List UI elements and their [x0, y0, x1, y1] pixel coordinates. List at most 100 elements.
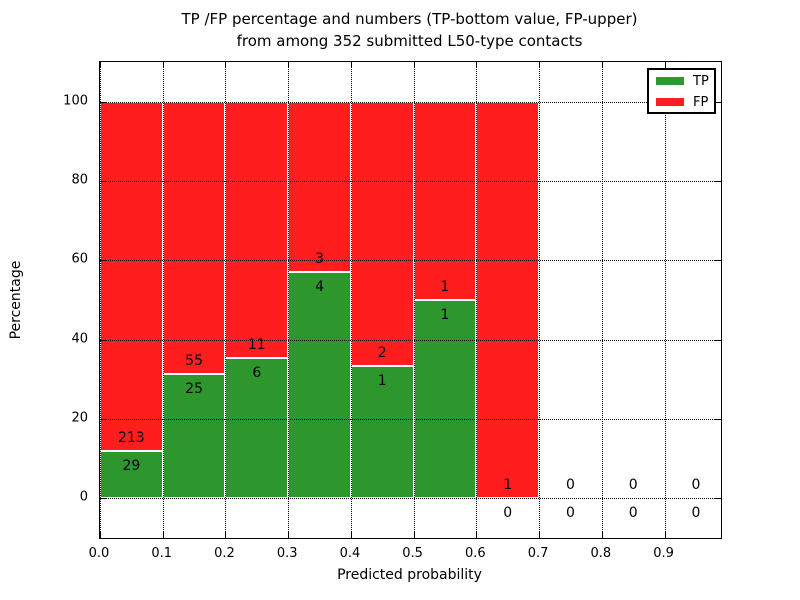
y-tick-right	[715, 101, 721, 103]
fp-red-swatch-icon	[656, 98, 684, 106]
x-gridline-0.3	[288, 62, 290, 538]
x-tick-label-0.1: 0.1	[151, 546, 173, 561]
x-tick-label-0.6: 0.6	[465, 546, 486, 561]
grid-layer	[100, 62, 721, 538]
bars-layer	[100, 62, 721, 538]
y-gridline-100	[100, 101, 721, 103]
y-tick-label-100: 100	[63, 93, 88, 109]
tp-count-label-0.1-0.2: 25	[185, 381, 203, 398]
x-tick-label-0.2: 0.2	[214, 546, 235, 561]
tp-count-label-0.5-0.6: 1	[440, 307, 450, 323]
y-gridline-40	[100, 339, 721, 341]
tp-count-label-0.9-1.0: 0	[691, 505, 701, 522]
y-tick-right	[715, 339, 721, 341]
y-tick-label-20: 20	[71, 410, 88, 426]
y-tick-left	[100, 498, 106, 500]
fp-count-label-0.4-0.5: 2	[377, 345, 387, 362]
y-gridline-0	[100, 498, 721, 500]
x-tick-top	[225, 62, 227, 68]
x-tick-bottom	[413, 532, 415, 538]
y-tick-right	[715, 260, 721, 262]
legend-tp-label: TP	[693, 73, 709, 89]
y-tick-left	[100, 181, 106, 182]
bar-segment-fp-0.5-0.6	[413, 101, 477, 300]
bar-segment-tp-0.1-0.2	[162, 374, 226, 499]
x-tick-label-0.8: 0.8	[590, 546, 612, 561]
x-tick-bottom	[225, 532, 227, 538]
y-tick-left	[100, 101, 106, 103]
x-gridline-0.7	[539, 62, 541, 538]
tp-count-label-0.8-0.9: 0	[628, 505, 638, 522]
x-gridline-0.9	[664, 62, 666, 538]
x-tick-top	[601, 62, 603, 68]
x-tick-top	[100, 62, 101, 68]
bar-segment-tp-0.5-0.6	[413, 300, 477, 499]
x-axis-label: Predicted probability	[337, 567, 482, 583]
y-tick-left	[100, 419, 106, 420]
x-tick-bottom	[350, 532, 352, 538]
x-tick-top	[413, 62, 415, 68]
y-tick-right	[715, 498, 721, 500]
bar-segment-tp-0.4-0.5	[350, 366, 414, 499]
x-tick-label-0.3: 0.3	[276, 546, 298, 561]
legend-item-tp: TP	[649, 71, 714, 91]
bar-segment-tp-0.0-0.1	[100, 450, 163, 499]
count-labels-layer: 213 29 55 25 11 6 3 4 2 1 1 1 1 0 0 0 0 0 0 0	[100, 62, 721, 538]
x-tick-bottom	[162, 532, 164, 538]
fp-count-label-0.5-0.6: 1	[440, 279, 450, 295]
y-gridline-20	[100, 419, 721, 420]
x-gridline-0.1	[162, 62, 164, 538]
x-tick-label-0.7: 0.7	[527, 546, 549, 561]
legend-fp-label: FP	[693, 94, 709, 110]
tp-count-label-0.7-0.8: 0	[565, 505, 575, 522]
y-tick-label-60: 60	[71, 251, 88, 267]
x-tick-bottom	[476, 532, 478, 538]
fp-count-label-0.2-0.3: 11	[247, 337, 266, 354]
tp-count-label-0.3-0.4: 4	[315, 278, 325, 295]
x-tick-label-0.4: 0.4	[339, 546, 361, 561]
x-tick-top	[539, 62, 541, 68]
fp-count-label-0.9-1.0: 0	[691, 477, 701, 494]
chart-title-line2: from among 352 submitted L50-type contac…	[236, 32, 583, 50]
fp-count-label-0.6-0.7: 1	[503, 477, 513, 494]
x-tick-bottom	[601, 532, 603, 538]
tp-count-label-0.0-0.1: 29	[122, 457, 141, 474]
bar-segment-tp-0.2-0.3	[225, 358, 289, 499]
x-gridline-0.4	[350, 62, 352, 538]
tp-green-swatch-icon	[656, 77, 684, 85]
legend: TP FP	[647, 68, 716, 114]
x-tick-bottom	[539, 532, 541, 538]
x-tick-label-0.5: 0.5	[402, 546, 423, 561]
y-gridline-80	[100, 181, 721, 182]
y-tick-left	[100, 339, 106, 341]
chart-title-line1: TP /FP percentage and numbers (TP-bottom…	[181, 10, 638, 28]
chart-title: TP /FP percentage and numbers (TP-bottom…	[99, 8, 720, 52]
x-gridline-0.5	[413, 62, 415, 538]
tp-count-label-0.2-0.3: 6	[252, 365, 262, 382]
x-tick-bottom	[664, 532, 666, 538]
x-gridline-0.6	[476, 62, 478, 538]
y-tick-right	[715, 419, 721, 420]
x-gridline-0.0	[100, 62, 101, 538]
x-tick-top	[476, 62, 478, 68]
fp-count-label-0.1-0.2: 55	[185, 353, 203, 370]
x-tick-bottom	[288, 532, 290, 538]
x-tick-top	[664, 62, 666, 68]
y-tick-label-0: 0	[79, 489, 88, 505]
plot-area: 213 29 55 25 11 6 3 4 2 1 1 1 1 0 0 0 0 0 0 0 TP FP	[99, 61, 722, 539]
x-tick-bottom	[100, 532, 101, 538]
tp-count-label-0.4-0.5: 1	[377, 373, 387, 390]
tp-count-label-0.6-0.7: 0	[503, 505, 513, 522]
fp-count-label-0.7-0.8: 0	[565, 477, 575, 494]
fp-count-label-0.8-0.9: 0	[628, 477, 638, 494]
x-gridline-0.8	[601, 62, 603, 538]
x-tick-top	[162, 62, 164, 68]
y-tick-label-80: 80	[71, 172, 88, 188]
y-tick-left	[100, 260, 106, 262]
fp-count-label-0.3-0.4: 3	[315, 250, 325, 267]
ticks-layer	[100, 62, 721, 538]
y-tick-label-40: 40	[71, 331, 88, 347]
x-tick-top	[288, 62, 290, 68]
x-tick-label-0.0: 0.0	[88, 546, 110, 561]
